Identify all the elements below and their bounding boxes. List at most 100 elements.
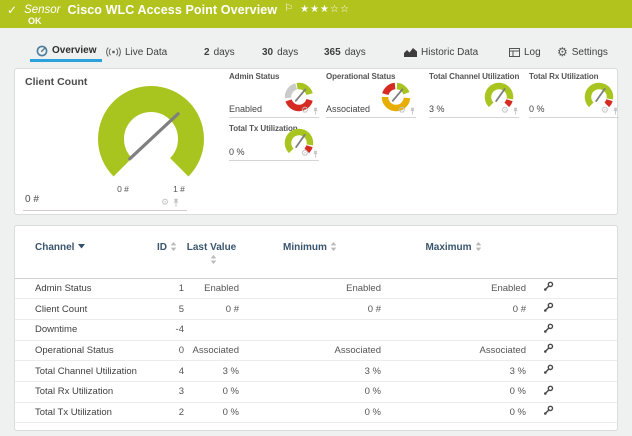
cell-id: 4: [150, 360, 184, 382]
cell-id: 3: [150, 381, 184, 403]
tab-settings[interactable]: ⚙ Settings: [551, 42, 614, 62]
gauge-tools: ⚙: [501, 106, 519, 115]
table-row-admin-status[interactable]: Admin Status 1 Enabled Enabled Enabled: [15, 278, 617, 300]
cell-minimum: 0 #: [239, 298, 381, 320]
table-row-total-rx-utilization[interactable]: Total Rx Utilization 3 0 % 0 % 0 %: [15, 381, 617, 403]
tab-2-days[interactable]: 2 days: [198, 42, 241, 62]
channel-settings-icon[interactable]: [543, 281, 554, 292]
cell-last-value: 0 %: [184, 402, 239, 424]
tab-historic-data[interactable]: Historic Data: [398, 42, 484, 62]
gauge-settings-gear-icon[interactable]: ⚙: [161, 197, 170, 207]
gauge-needle: [128, 112, 180, 161]
cell-channel[interactable]: Total Channel Utilization: [15, 360, 150, 382]
tab-number: 365: [324, 46, 341, 58]
tab-30-days[interactable]: 30 days: [256, 42, 304, 62]
cell-minimum: Associated: [239, 340, 381, 362]
gauge-label: Admin Status: [229, 72, 280, 81]
sort-icon: [210, 254, 216, 264]
tab-365-days[interactable]: 365 days: [318, 42, 372, 62]
status-ok-check-icon: ✓: [7, 3, 18, 17]
cell-maximum: [381, 319, 526, 341]
gauge-settings-gear-icon[interactable]: ⚙: [500, 105, 509, 115]
tab-label: days: [277, 46, 299, 58]
cell-channel[interactable]: Total Rx Utilization: [15, 381, 150, 403]
channel-settings-icon[interactable]: [543, 405, 554, 416]
channel-settings-icon[interactable]: [543, 302, 554, 313]
gauge-settings-gear-icon[interactable]: ⚙: [300, 148, 309, 158]
column-header-maximum[interactable]: Maximum: [381, 226, 526, 279]
gauge-value: Associated: [326, 104, 371, 114]
tab-overview[interactable]: Overview: [30, 42, 103, 62]
column-header-last-value[interactable]: Last Value: [184, 226, 239, 279]
cell-last-value: 0 #: [184, 298, 239, 320]
column-header-channel[interactable]: Channel: [15, 226, 150, 279]
table-row-total-tx-utilization[interactable]: Total Tx Utilization 2 0 % 0 % 0 %: [15, 402, 617, 424]
pin-icon[interactable]: [312, 150, 319, 158]
table-row-operational-status[interactable]: Operational Status 0 Associated Associated A…: [15, 340, 617, 362]
channel-settings-icon[interactable]: [543, 343, 554, 354]
channel-settings-icon[interactable]: [543, 385, 554, 396]
cell-channel[interactable]: Downtime: [15, 319, 150, 341]
pin-icon[interactable]: [312, 107, 319, 115]
gauge-settings-gear-icon[interactable]: ⚙: [397, 105, 406, 115]
channel-settings-icon[interactable]: [543, 323, 554, 334]
table-row-client-count[interactable]: Client Count 5 0 #0 #0 #: [15, 298, 617, 320]
pin-icon[interactable]: [172, 198, 180, 207]
cell-channel[interactable]: Admin Status: [15, 278, 150, 300]
table-row-downtime[interactable]: Downtime -4: [15, 319, 617, 341]
tab-number: 30: [262, 46, 274, 58]
divider: [23, 210, 187, 211]
sort-caret-icon: [78, 244, 86, 249]
cell-id: 1: [150, 278, 184, 300]
table-row-total-channel-utilization[interactable]: Total Channel Utilization 4 3 % 3 % 3 %: [15, 360, 617, 382]
pin-icon[interactable]: [612, 107, 619, 115]
cell-minimum: 0 %: [239, 381, 381, 403]
total-rx-utilization-gauge-block[interactable]: Total Rx Utilization 0 % ⚙: [529, 71, 619, 118]
column-header-minimum[interactable]: Minimum: [239, 226, 381, 279]
pin-icon[interactable]: [512, 107, 519, 115]
column-header-spacer: [571, 226, 617, 279]
total-tx-utilization-gauge: [284, 128, 314, 154]
tab-label: Settings: [571, 46, 608, 58]
column-label: ID: [157, 242, 167, 253]
cell-maximum: 0 #: [381, 298, 526, 320]
operational-status-gauge: [381, 82, 411, 112]
cell-id: -4: [150, 319, 184, 341]
cell-channel[interactable]: Client Count: [15, 298, 150, 320]
cell-spacer: [571, 340, 617, 362]
gauge-label: Total Tx Utilization: [229, 124, 298, 133]
cell-channel[interactable]: Total Tx Utilization: [15, 402, 150, 424]
cell-last-value: Enabled: [184, 278, 239, 300]
gauge-settings-gear-icon[interactable]: ⚙: [300, 105, 309, 115]
total-tx-utilization-gauge-block[interactable]: Total Tx Utilization 0 % ⚙: [229, 123, 319, 161]
cell-minimum: [239, 319, 381, 341]
cell-channel[interactable]: Operational Status: [15, 340, 150, 362]
sort-icon: [330, 242, 337, 251]
tab-live-data[interactable]: Live Data: [100, 42, 173, 62]
column-header-id[interactable]: ID: [150, 226, 184, 279]
total-channel-utilization-gauge-block[interactable]: Total Channel Utilization 3 % ⚙: [429, 71, 519, 118]
gauge-label: Total Channel Utilization: [429, 72, 520, 81]
tab-label: Log: [524, 46, 541, 58]
gauge-tools: ⚙: [161, 198, 180, 207]
tab-log[interactable]: Log: [503, 42, 547, 62]
tab-label: Live Data: [125, 46, 168, 58]
cell-last-value: 3 %: [184, 360, 239, 382]
cell-spacer: [571, 319, 617, 341]
channel-settings-icon[interactable]: [543, 364, 554, 375]
priority-flag-icon[interactable]: ⚐: [284, 3, 294, 14]
operational-status-gauge-block[interactable]: Operational Status Associated ⚙: [326, 71, 416, 118]
client-count-gauge[interactable]: [86, 84, 216, 194]
client-count-value: 0 #: [25, 194, 39, 205]
tab-label: days: [344, 46, 366, 58]
column-label: Channel: [35, 242, 75, 253]
priority-stars[interactable]: ★★★☆☆: [300, 4, 350, 15]
sensor-header: ✓ Sensor Cisco WLC Access Point Overview…: [0, 0, 632, 28]
gauge-settings-gear-icon[interactable]: ⚙: [600, 105, 609, 115]
chart-icon: [404, 47, 417, 57]
pin-icon[interactable]: [409, 107, 416, 115]
cell-last-value: Associated: [184, 340, 239, 362]
admin-status-gauge: [284, 82, 313, 112]
admin-status-gauge-block[interactable]: Admin Status Enabled ⚙: [229, 71, 319, 118]
